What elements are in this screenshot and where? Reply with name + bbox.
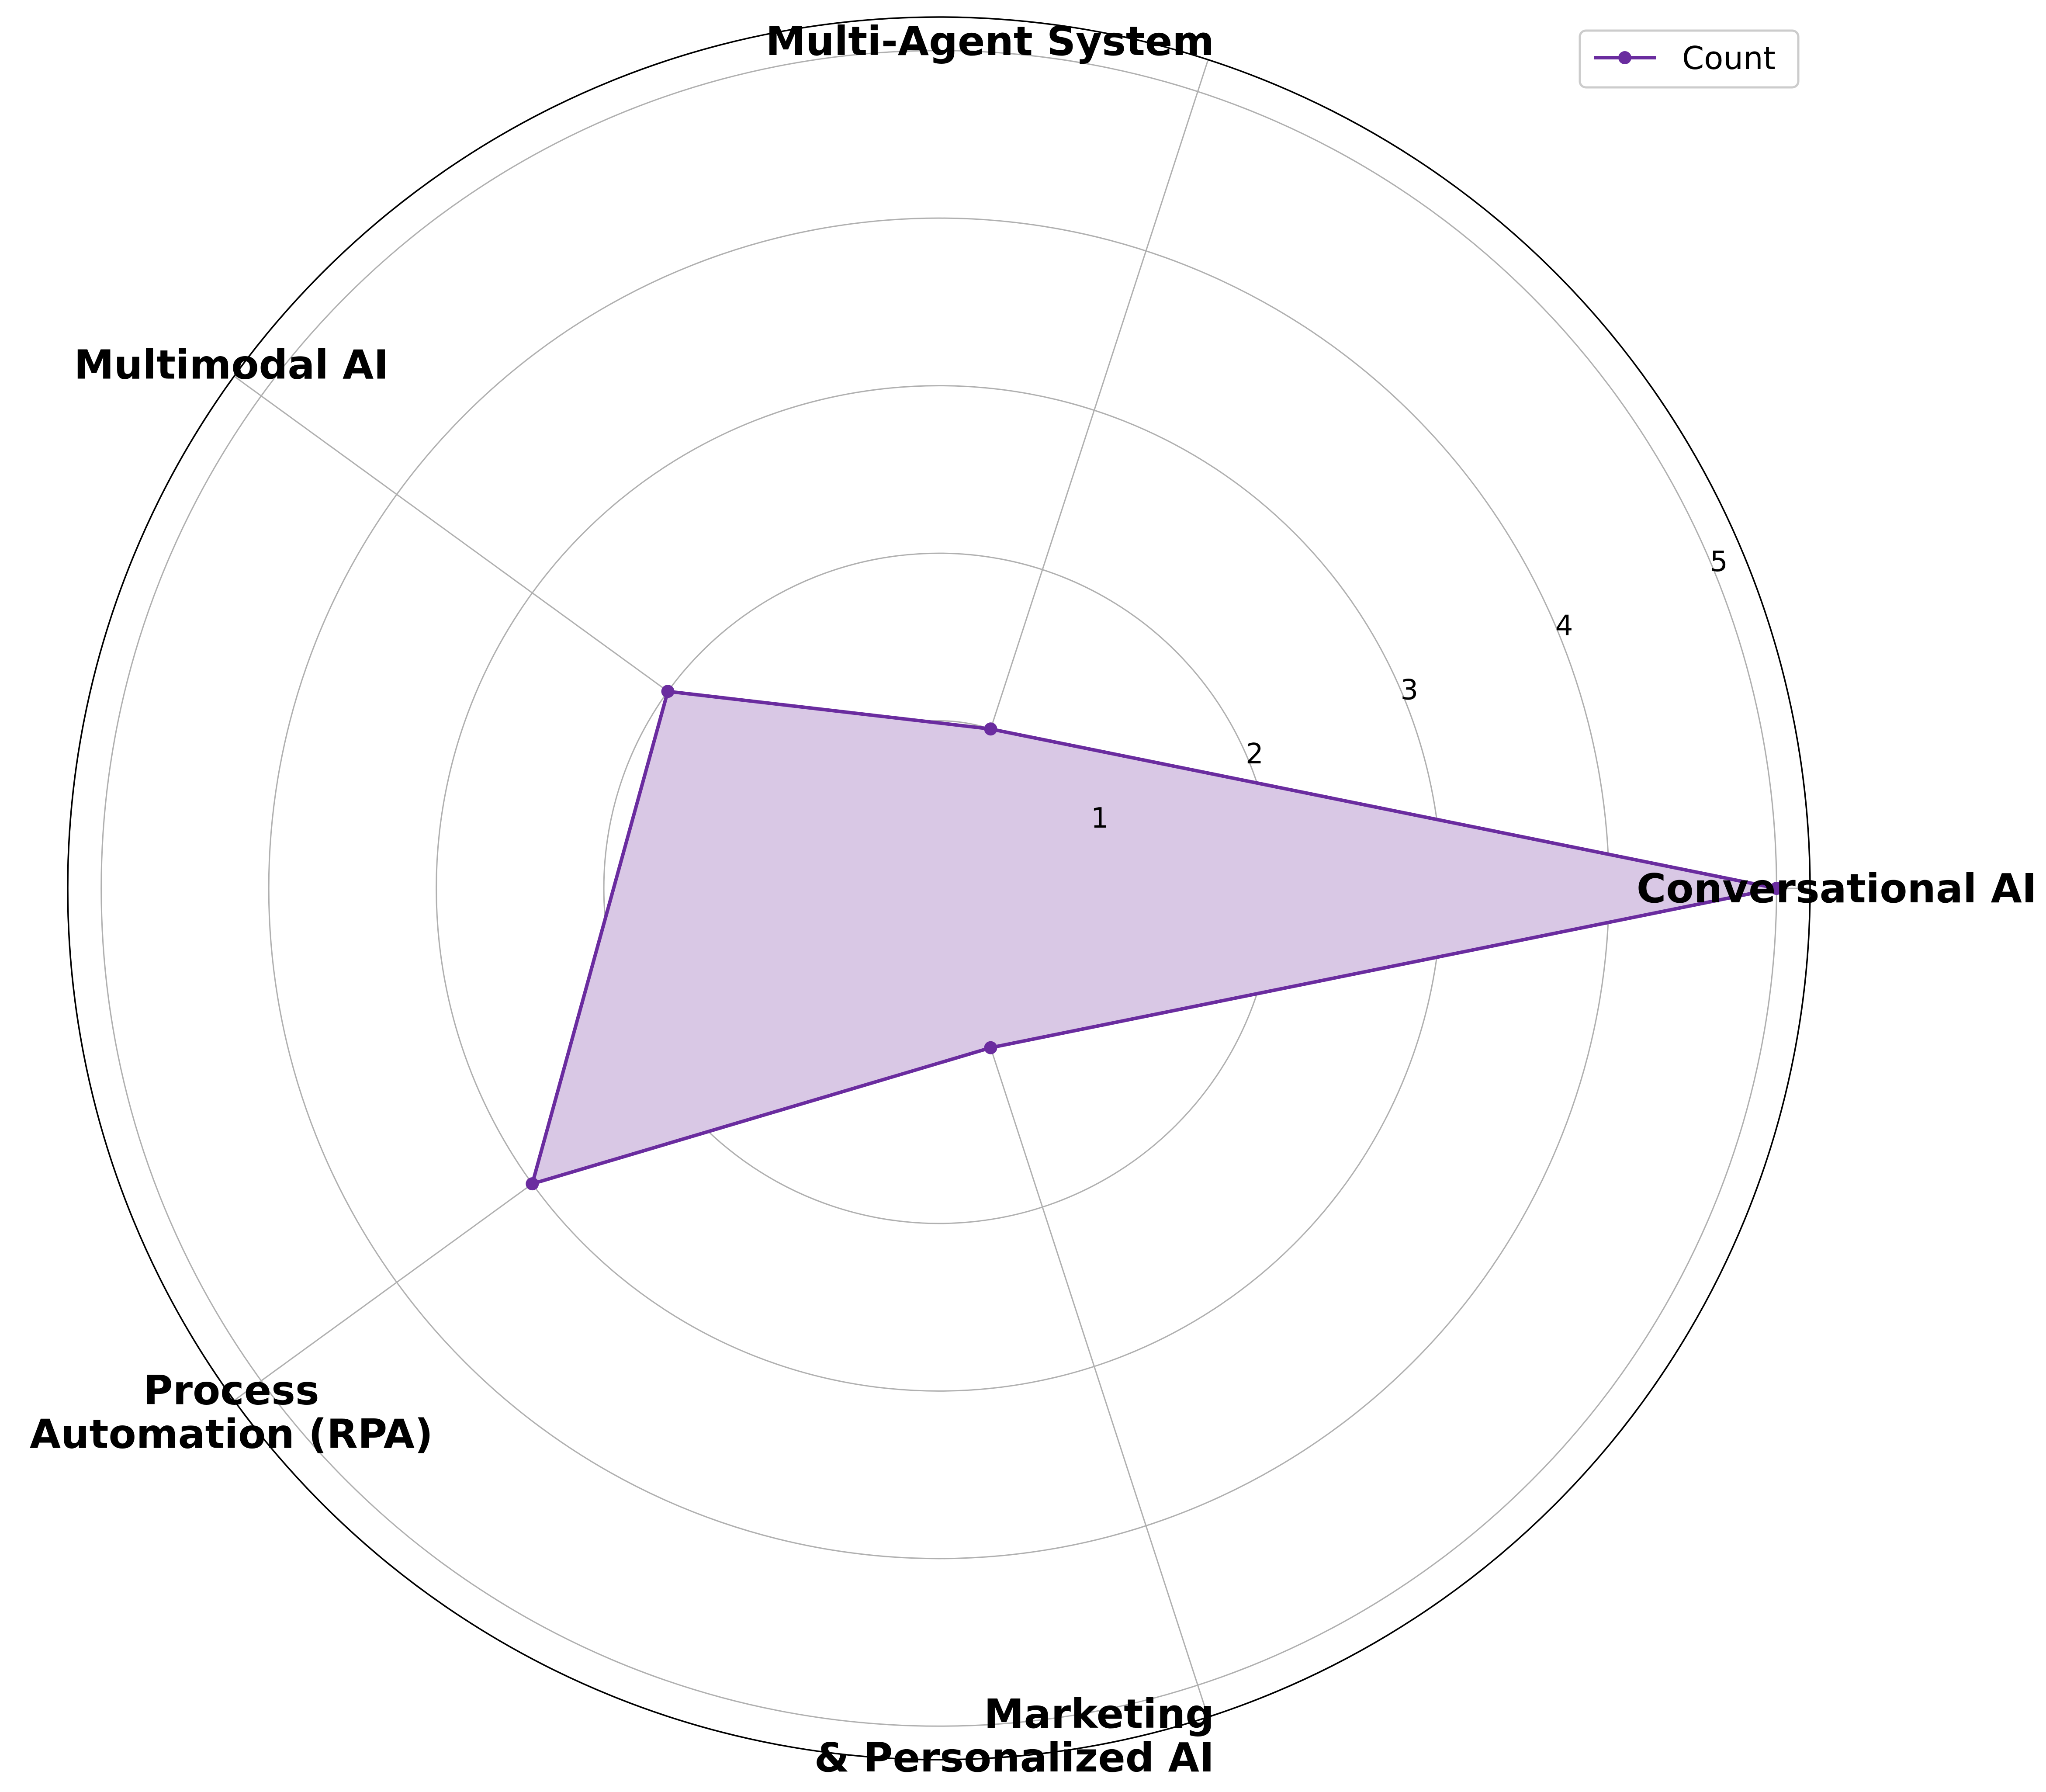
r-tick-label: 4: [1555, 610, 1573, 642]
series-fill-area: [532, 691, 1777, 1184]
category-label-line: & Personalized AI: [814, 1734, 1214, 1781]
category-label-line: Process: [143, 1367, 319, 1414]
category-label: Marketing & Personalized AI: [814, 1691, 1214, 1781]
category-label-line: Multimodal AI: [74, 342, 388, 388]
data-point: [526, 1177, 539, 1191]
series-layer: [526, 685, 1783, 1191]
data-point: [984, 1041, 997, 1054]
r-tick-label: 3: [1400, 674, 1418, 706]
legend: Count: [1579, 29, 1800, 89]
data-point: [661, 685, 675, 698]
legend-marker: [1618, 51, 1631, 64]
legend-box: [1579, 29, 1800, 89]
polar-frame: [67, 16, 1811, 1761]
r-tick-label: 1: [1091, 802, 1109, 835]
category-label-line: Conversational AI: [1637, 865, 2037, 912]
r-tick-labels: 1 2 3 4 5: [1091, 546, 1728, 835]
category-label: Process Automation (RPA): [30, 1367, 433, 1457]
data-point: [984, 722, 997, 736]
series-line: [530, 690, 1779, 1186]
category-label: Multi-Agent System: [766, 18, 1214, 65]
category-label-line: Automation (RPA): [30, 1411, 433, 1457]
category-label-line: Multi-Agent System: [766, 18, 1214, 65]
category-label: Conversational AI: [1637, 865, 2037, 912]
r-tick-label: 5: [1710, 546, 1728, 578]
data-point: [1770, 882, 1783, 895]
category-labels: Conversational AI Multi-Agent System Multi…: [30, 18, 2037, 1781]
r-tick-label: 2: [1246, 738, 1264, 770]
category-label: Multimodal AI: [74, 342, 388, 388]
category-label-line: Marketing: [984, 1691, 1214, 1737]
legend-label: Count: [1682, 40, 1776, 76]
